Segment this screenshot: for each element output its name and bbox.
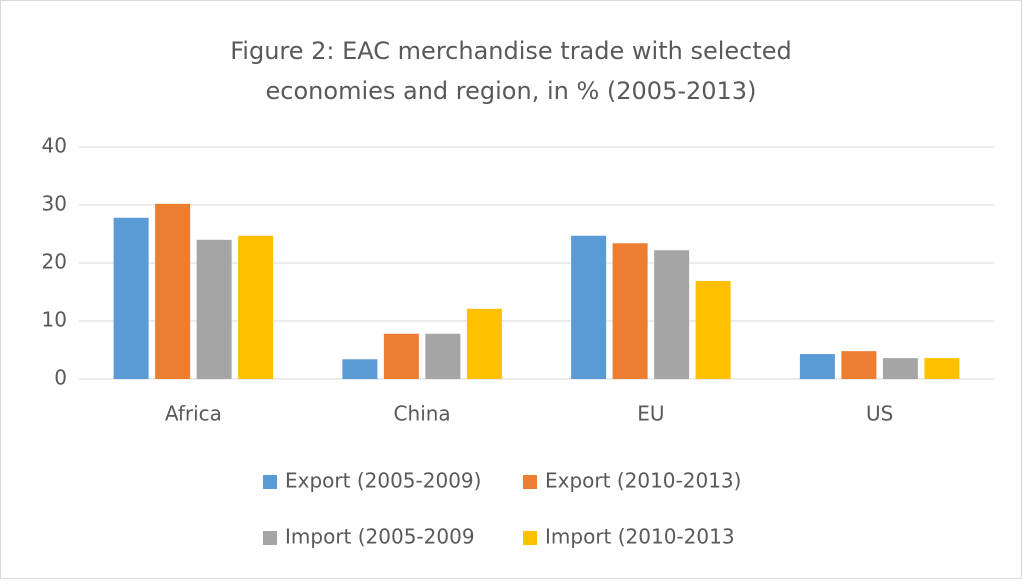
bar: [654, 250, 690, 379]
legend-label: Export (2005-2009): [285, 469, 481, 493]
bar: [155, 203, 191, 379]
bar: [571, 235, 607, 379]
x-tick-label: China: [394, 402, 451, 426]
bar: [612, 243, 648, 379]
bar: [695, 280, 731, 379]
bar: [841, 351, 877, 379]
legend-swatch: [263, 531, 277, 545]
legend-label: Export (2010-2013): [545, 469, 741, 493]
x-tick-label: Africa: [165, 402, 222, 426]
y-tick-label: 10: [42, 308, 67, 332]
legend-label: Import (2005-2009: [285, 525, 475, 549]
bar: [238, 235, 274, 379]
legend-label: Import (2010-2013: [545, 525, 735, 549]
y-tick-label: 40: [42, 134, 67, 158]
bar: [342, 359, 378, 379]
y-tick-label: 20: [42, 250, 67, 274]
legend-swatch: [263, 475, 277, 489]
chart-title: Figure 2: EAC merchandise trade with sel…: [230, 37, 792, 105]
bar: [924, 358, 960, 379]
y-tick-label: 30: [42, 192, 67, 216]
legend-swatch: [523, 475, 537, 489]
bar: [425, 333, 461, 379]
x-tick-label: EU: [637, 402, 664, 426]
y-tick-label: 0: [54, 366, 67, 390]
bar: [383, 333, 419, 379]
legend-swatch: [523, 531, 537, 545]
bar: [466, 308, 502, 379]
bar: [113, 217, 149, 379]
x-tick-label: US: [866, 402, 893, 426]
bar: [196, 239, 232, 379]
bar: [799, 354, 835, 379]
bar: [882, 358, 918, 379]
